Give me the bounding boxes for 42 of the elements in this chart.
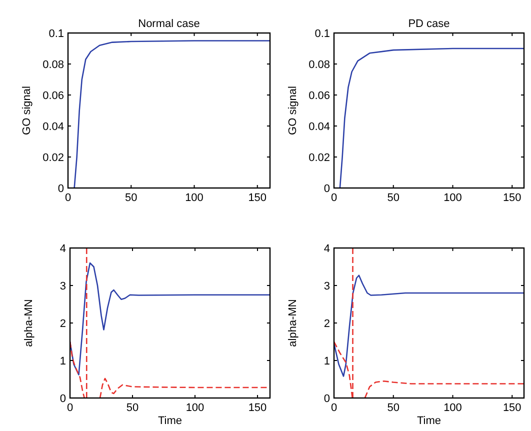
- x-tick-label: 50: [387, 402, 400, 414]
- y-tick-label: 0: [324, 183, 330, 195]
- y-tick-label: 0.08: [42, 59, 64, 71]
- y-tick-label: 0.1: [314, 28, 330, 40]
- y-tick-label: 0.02: [308, 152, 330, 164]
- y-axis-title: GO signal: [287, 86, 299, 135]
- x-axis-title: Time: [416, 415, 442, 427]
- y-tick-label: 0: [324, 393, 330, 405]
- chart-title: Normal case: [138, 18, 200, 30]
- x-tick-label: 50: [126, 402, 139, 414]
- y-tick-label: 0.06: [42, 90, 64, 102]
- y-tick-label: 0.06: [308, 90, 330, 102]
- x-tick-label: 150: [502, 402, 522, 414]
- y-tick-label: 2: [324, 318, 330, 330]
- x-tick-label: 100: [185, 192, 204, 204]
- y-tick-label: 0.08: [308, 59, 330, 71]
- y-tick-label: 2: [60, 318, 66, 330]
- y-axis-title: alpha-MN: [23, 299, 35, 347]
- y-tick-label: 0: [58, 183, 64, 195]
- y-axis-title: alpha-MN: [287, 299, 299, 347]
- x-tick-label: 100: [444, 402, 462, 414]
- x-tick-label: 50: [125, 192, 138, 204]
- x-tick-label: 150: [502, 192, 522, 204]
- y-tick-label: 4: [324, 243, 330, 255]
- y-tick-label: 0.1: [48, 28, 64, 40]
- y-tick-label: 4: [60, 243, 66, 255]
- x-axis-title: Time: [158, 415, 182, 427]
- y-tick-label: 0.04: [42, 121, 64, 133]
- x-tick-label: 100: [186, 402, 204, 414]
- y-axis-title: GO signal: [21, 86, 33, 135]
- x-tick-label: 50: [387, 192, 400, 204]
- y-tick-label: 0: [60, 393, 66, 405]
- chart-title: PD case: [408, 18, 450, 30]
- y-tick-label: 0.04: [308, 121, 330, 133]
- y-tick-label: 0.02: [42, 152, 64, 164]
- y-tick-label: 3: [324, 280, 330, 292]
- y-tick-label: 1: [324, 356, 330, 368]
- x-tick-label: 150: [248, 192, 267, 204]
- x-tick-label: 150: [248, 402, 267, 414]
- y-tick-label: 1: [60, 356, 66, 368]
- y-tick-label: 3: [60, 280, 66, 292]
- x-tick-label: 100: [444, 192, 462, 204]
